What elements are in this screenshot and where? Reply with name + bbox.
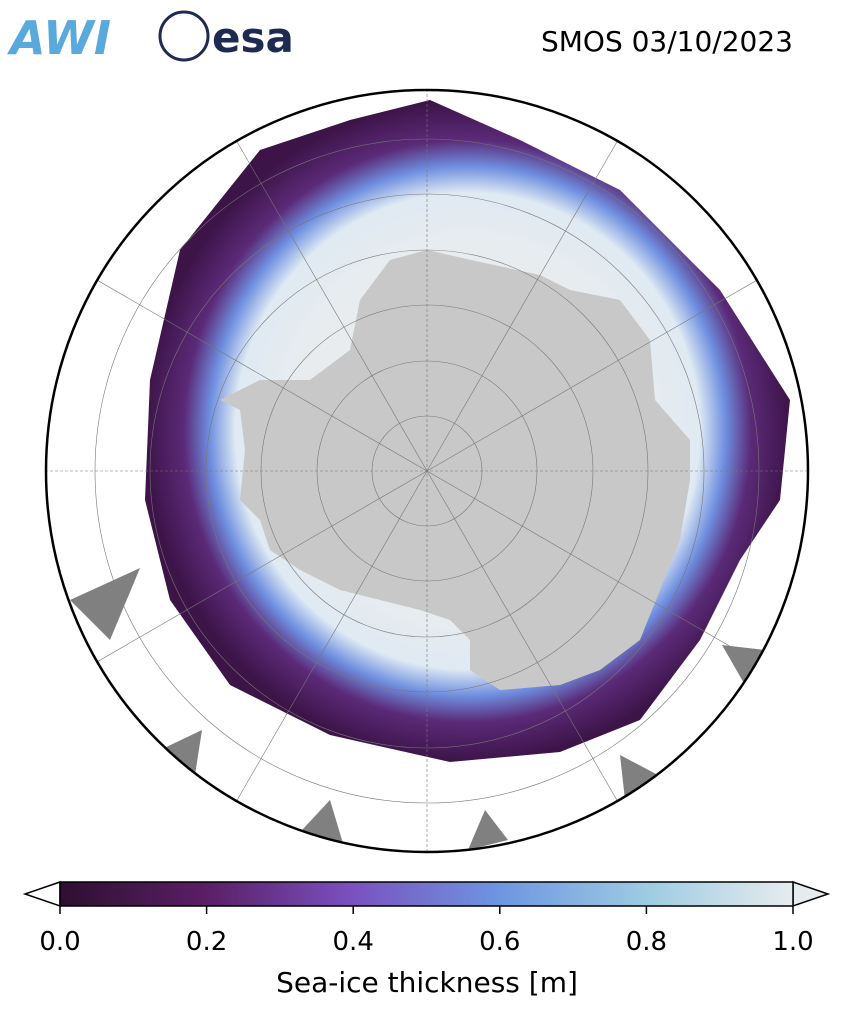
colorbar-tick-label: 0.0 (39, 927, 80, 957)
colorbar (22, 880, 831, 908)
colorbar-extend-low (22, 880, 61, 908)
colorbar-tick-label: 0.4 (333, 927, 374, 957)
colorbar-extend-high (792, 880, 831, 908)
map (46, 90, 808, 852)
colorbar-tick-label: 1.0 (772, 927, 813, 957)
graticule (46, 90, 808, 852)
colorbar-label: Sea-ice thickness [m] (276, 966, 578, 999)
logo-awi: AWI (7, 11, 111, 65)
title: SMOS 03/10/2023 (541, 25, 793, 58)
colorbar-tick-label: 0.6 (479, 927, 520, 957)
antarctica (220, 250, 690, 690)
map-border (44, 88, 810, 854)
colorbar-tick-label: 0.8 (626, 927, 667, 957)
logo-esa: esa (212, 13, 294, 62)
colorbar-ramp (59, 881, 794, 907)
data-gaps (70, 568, 765, 850)
logo-esa-icon (158, 10, 210, 62)
colorbar-tick-label: 0.2 (186, 927, 227, 957)
